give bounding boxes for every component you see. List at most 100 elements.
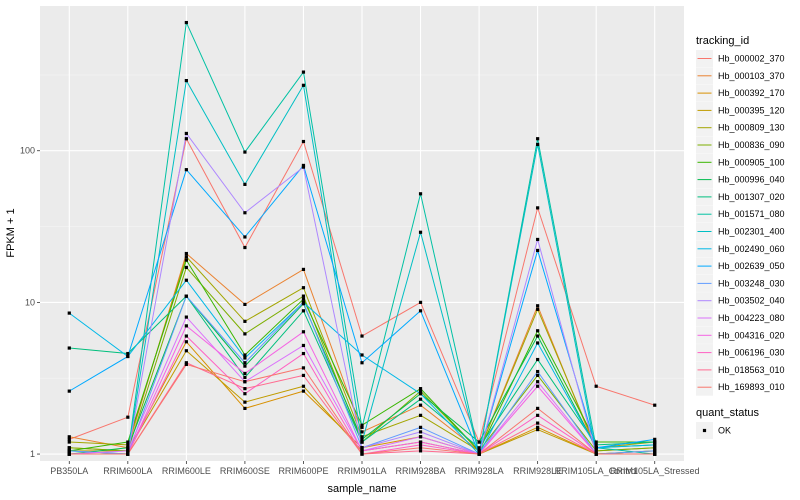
legend-label: Hb_000836_090 <box>718 140 785 150</box>
data-point <box>243 319 247 323</box>
data-point <box>243 235 247 239</box>
data-point <box>360 446 364 450</box>
data-point <box>418 192 423 196</box>
data-point <box>536 425 540 429</box>
data-point <box>67 452 71 456</box>
data-point <box>126 446 130 450</box>
data-point <box>536 329 540 333</box>
data-point <box>67 440 71 444</box>
legend-label: Hb_006196_030 <box>718 348 785 358</box>
data-point <box>594 449 598 453</box>
legend-label: Hb_000002_370 <box>718 54 785 64</box>
y-tick-label: 100 <box>20 146 35 156</box>
data-point <box>360 334 364 338</box>
data-point <box>126 449 130 453</box>
legend-label: Hb_169893_010 <box>718 382 785 392</box>
data-point <box>594 384 598 388</box>
legend-label: Hb_000103_370 <box>718 71 785 81</box>
data-point <box>67 449 71 453</box>
data-point <box>360 353 364 357</box>
data-point <box>653 437 657 441</box>
data-point <box>126 351 130 356</box>
data-point <box>536 304 540 308</box>
data-point <box>126 440 130 444</box>
data-point <box>418 413 423 417</box>
data-point <box>536 237 540 242</box>
data-point <box>360 430 364 434</box>
data-point <box>67 437 71 441</box>
data-point <box>301 384 306 388</box>
data-point <box>536 380 540 384</box>
data-point <box>243 332 247 336</box>
data-point <box>126 443 130 447</box>
x-tick-label: RRIM105LA_Stressed <box>610 466 700 476</box>
data-point <box>418 446 423 450</box>
data-point <box>418 230 423 234</box>
legend-label: Hb_003248_030 <box>718 278 785 288</box>
data-point <box>594 452 598 456</box>
shape-legend-label: OK <box>718 426 731 436</box>
data-point <box>536 427 540 432</box>
data-point <box>536 369 540 374</box>
data-point <box>536 421 540 425</box>
data-point <box>243 353 247 357</box>
x-axis-title: sample_name <box>327 483 396 495</box>
data-point <box>184 258 188 262</box>
x-tick-label: RRIM600LA <box>103 466 152 476</box>
data-point <box>360 423 364 427</box>
data-point <box>418 397 423 401</box>
data-point <box>536 341 540 345</box>
data-point <box>418 425 423 429</box>
data-point <box>360 437 364 441</box>
data-point <box>301 330 306 334</box>
data-point <box>536 142 540 147</box>
x-tick-label: RRIM928BA <box>396 466 446 476</box>
data-point <box>418 440 423 444</box>
legend-label: Hb_002490_060 <box>718 244 785 254</box>
data-point <box>360 449 364 453</box>
data-point <box>301 389 306 393</box>
data-point <box>536 406 540 411</box>
legend-label: Hb_000996_040 <box>718 175 785 185</box>
data-point <box>243 361 247 365</box>
legend-label: Hb_018563_010 <box>718 365 785 375</box>
data-point <box>653 440 657 444</box>
data-point <box>653 443 657 447</box>
data-point <box>301 297 306 301</box>
data-point <box>301 286 306 290</box>
data-point <box>126 452 130 456</box>
data-point <box>536 334 540 338</box>
data-point <box>360 440 364 444</box>
y-axis: 1 10 100 <box>20 146 40 459</box>
legend-label: Hb_004316_020 <box>718 330 785 340</box>
data-point <box>301 163 306 168</box>
data-point <box>594 443 598 447</box>
data-point <box>301 351 306 356</box>
data-point <box>184 131 188 136</box>
data-point <box>126 354 130 359</box>
x-tick-label: RRIM105LA_Control <box>555 466 638 476</box>
y-axis-title: FPKM + 1 <box>5 208 17 257</box>
data-point <box>418 430 423 434</box>
data-point <box>418 300 423 304</box>
x-axis: PB350LA RRIM600LA RRIM600LE RRIM600SE RRIM60… <box>50 461 700 476</box>
legend: tracking_id Hb_000002_370 Hb_000103_370 Hb… <box>696 35 785 439</box>
data-point <box>243 387 247 391</box>
data-point <box>301 139 306 144</box>
data-point <box>184 324 188 328</box>
data-point <box>184 294 188 298</box>
data-point <box>418 449 423 453</box>
legend-label: Hb_000905_100 <box>718 157 785 167</box>
data-point <box>243 302 247 306</box>
x-tick-label: RRIM600PE <box>278 466 328 476</box>
data-point <box>243 392 247 396</box>
data-point <box>184 349 188 353</box>
data-point <box>184 315 188 319</box>
data-point <box>653 452 657 456</box>
data-point <box>243 182 247 186</box>
data-point <box>184 340 188 344</box>
data-point <box>67 446 71 450</box>
data-point <box>360 361 364 365</box>
data-point <box>301 294 306 298</box>
